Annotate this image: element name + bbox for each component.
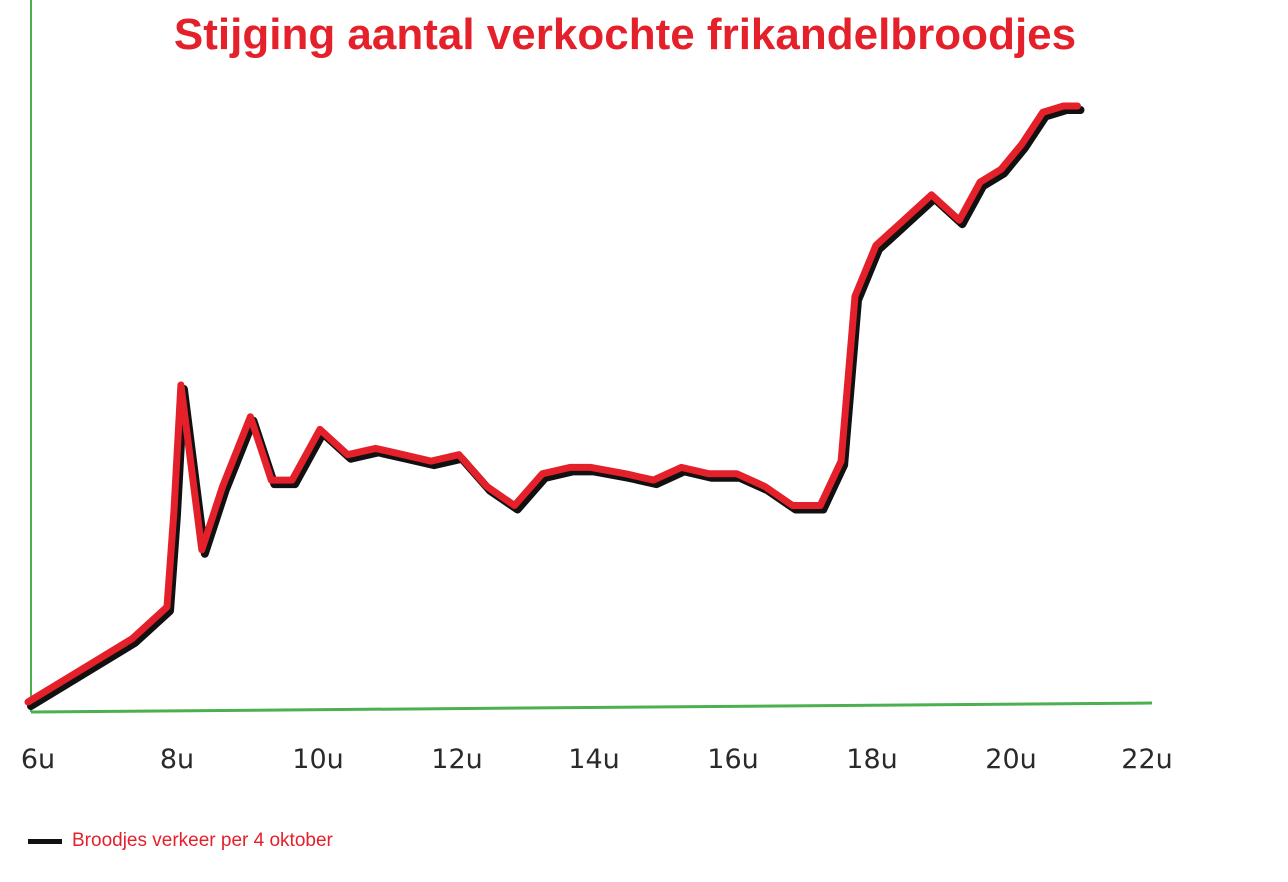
legend-swatch xyxy=(28,838,62,844)
x-axis xyxy=(30,701,1153,714)
x-tick-label: 12u xyxy=(431,744,482,775)
chart-title: Stijging aantal verkochte frikandelbrood… xyxy=(173,10,1077,59)
x-tick-label: 16u xyxy=(707,744,758,775)
series-line xyxy=(24,102,1081,706)
x-tick-label: 22u xyxy=(1121,744,1172,775)
legend: Broodjes verkeer per 4 oktober xyxy=(28,830,333,852)
x-tick-label: 8u xyxy=(160,744,194,775)
x-tick-label: 20u xyxy=(985,744,1036,775)
legend-label: Broodjes verkeer per 4 oktober xyxy=(72,830,333,851)
x-tick-labels: 6u 8u 10u 12u 14u 16u 18u 20u 22u xyxy=(21,744,1173,775)
x-tick-label: 10u xyxy=(292,744,343,775)
x-tick-label: 6u xyxy=(21,744,55,775)
x-tick-label: 18u xyxy=(846,744,897,775)
x-tick-label: 14u xyxy=(568,744,619,775)
